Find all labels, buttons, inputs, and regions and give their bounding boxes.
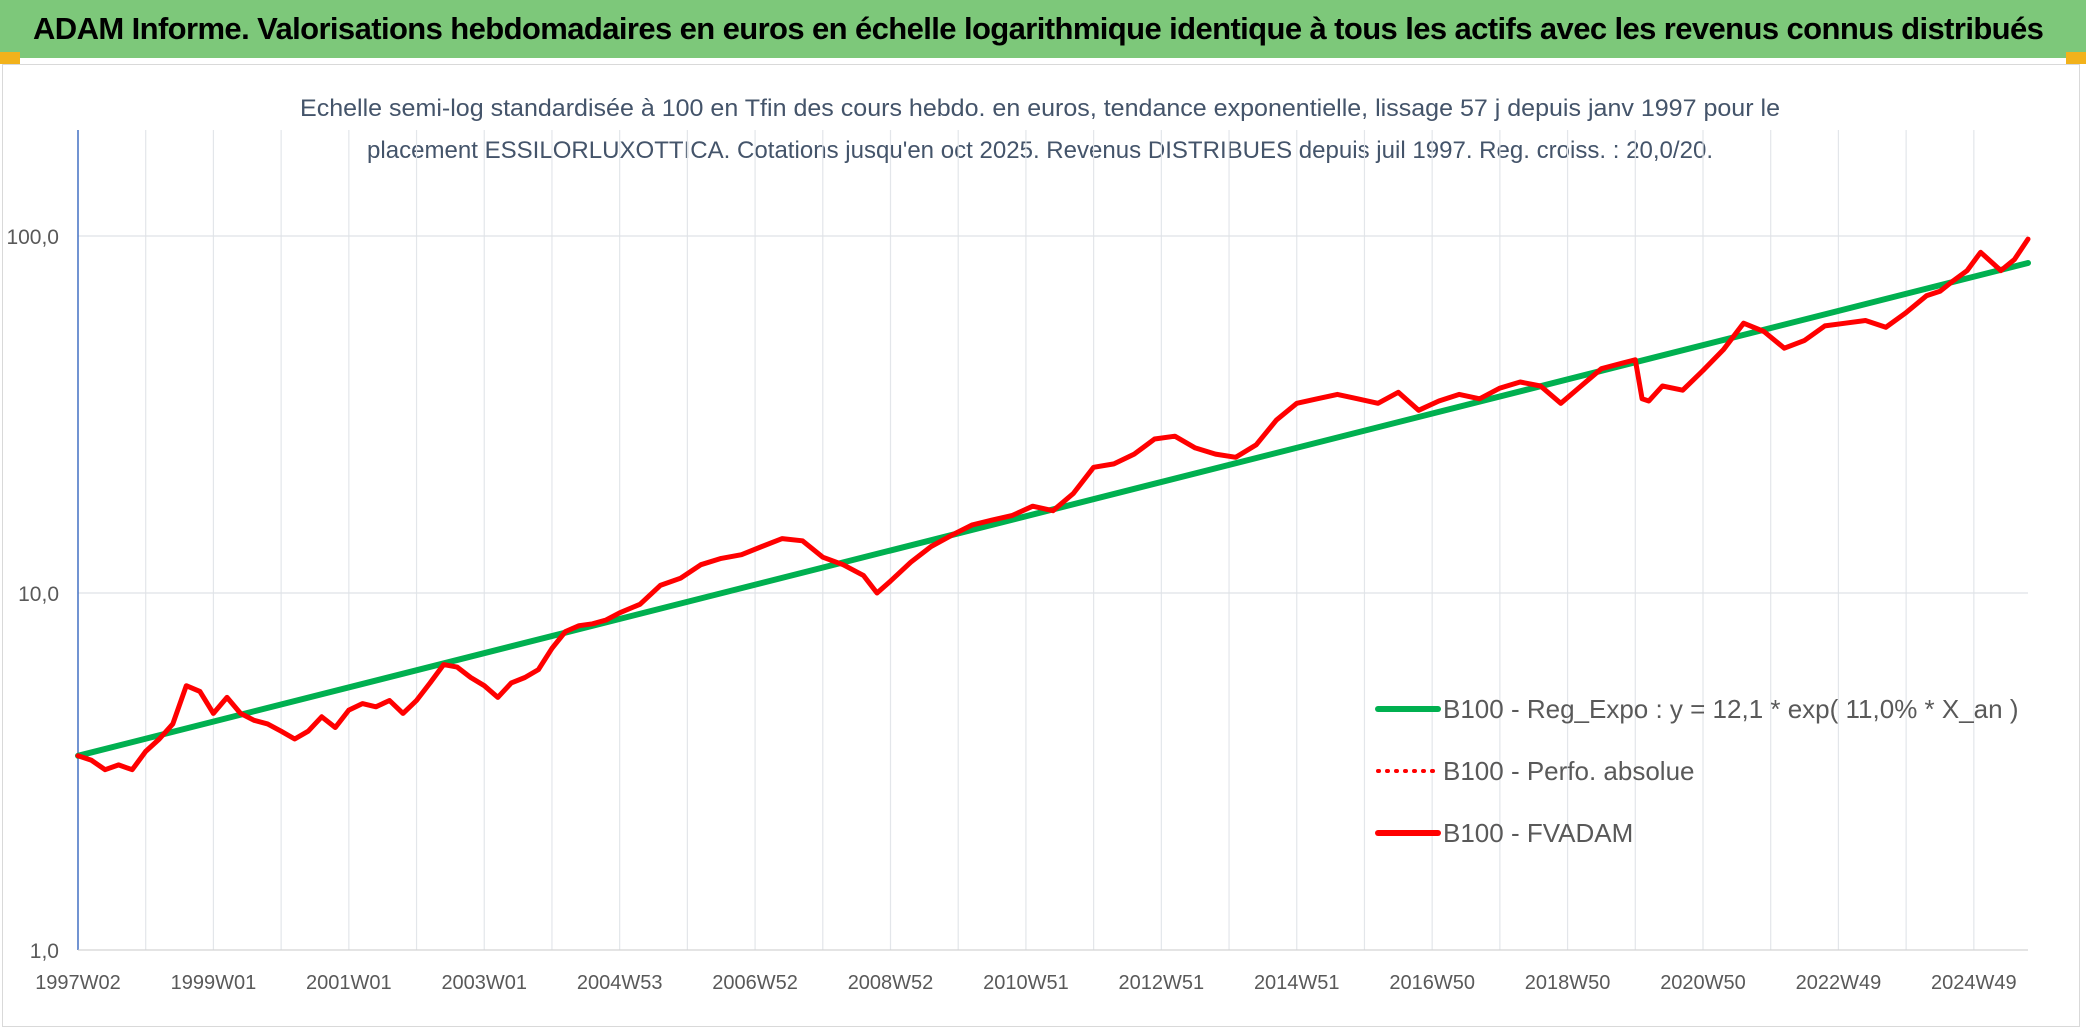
legend-label: B100 - Perfo. absolue <box>1443 756 1695 786</box>
x-tick-label: 2024W49 <box>1931 972 2017 994</box>
x-tick-label: 2003W01 <box>441 972 527 994</box>
x-tick-label: 1999W01 <box>171 972 257 994</box>
x-tick-label: 2010W51 <box>983 972 1069 994</box>
x-tick-label: 2006W52 <box>712 972 798 994</box>
x-tick-label: 2001W01 <box>306 972 392 994</box>
chart-frame <box>2 64 2080 1027</box>
x-tick-label: 1997W02 <box>35 972 121 994</box>
legend-label: B100 - FVADAM <box>1443 818 1633 848</box>
corner-accent-top-right <box>2066 52 2086 64</box>
x-tick-label: 2004W53 <box>577 972 663 994</box>
x-tick-label: 2014W51 <box>1254 972 1340 994</box>
legend: B100 - Reg_Expo : y = 12,1 * exp( 11,0% … <box>1375 694 2018 848</box>
banner: ADAM Informe. Valorisations hebdomadaire… <box>0 0 2086 58</box>
x-tick-label: 2022W49 <box>1796 972 1882 994</box>
corner-accent-top-left <box>0 52 20 64</box>
x-tick-label: 2016W50 <box>1389 972 1475 994</box>
series-layer <box>75 236 2031 773</box>
series-fvadam-line <box>75 236 2031 773</box>
grid-layer <box>77 130 2028 951</box>
chart-subtitle-line2: placement ESSILORLUXOTTICA. Cotations ju… <box>367 137 1713 164</box>
legend-label: B100 - Reg_Expo : y = 12,1 * exp( 11,0% … <box>1443 694 2018 724</box>
y-tick-label: 10,0 <box>18 583 59 606</box>
y-tick-label: 100,0 <box>6 226 59 249</box>
y-tick-label: 1,0 <box>30 940 59 963</box>
x-tick-label: 2012W51 <box>1119 972 1205 994</box>
chart-subtitle-line1: Echelle semi-log standardisée à 100 en T… <box>300 95 1780 122</box>
x-tick-label: 2018W50 <box>1525 972 1611 994</box>
x-tick-label: 2020W50 <box>1660 972 1746 994</box>
axis-layer: 1,0 10,0 100,0 1997W02 1999W01 2001W01 2003W01… <box>6 130 2028 994</box>
banner-title: ADAM Informe. Valorisations hebdomadaire… <box>33 11 2044 46</box>
x-tick-label: 2008W52 <box>848 972 934 994</box>
